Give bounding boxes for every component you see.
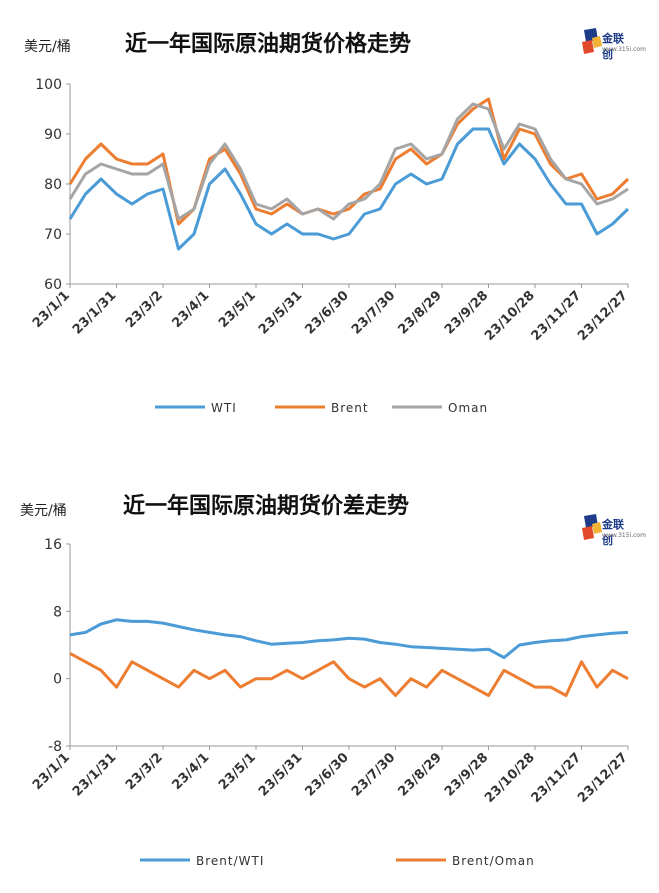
x-tick-label: 23/1/31	[70, 750, 119, 799]
y-tick-label: 80	[44, 177, 62, 193]
x-tick-label: 23/3/2	[123, 750, 166, 793]
y-tick-label: -8	[48, 739, 62, 755]
x-tick-label: 23/4/1	[169, 288, 212, 331]
x-tick-label: 23/8/29	[396, 750, 445, 799]
x-tick-label: 23/12/27	[575, 750, 631, 806]
brand-logo-text: 金联创	[602, 518, 624, 547]
x-tick-label: 23/1/31	[70, 288, 119, 337]
legend-label: Brent/WTI	[196, 854, 264, 868]
spread-chart-unit: 美元/桶	[20, 503, 67, 519]
y-tick-label: 0	[53, 672, 62, 688]
y-tick-label: 70	[44, 227, 62, 243]
legend-label: Brent/Oman	[452, 854, 535, 868]
legend-label: Oman	[448, 401, 488, 415]
y-tick-label: 90	[44, 127, 62, 143]
x-tick-label: 23/10/28	[482, 750, 538, 806]
brand-logo-2: 金联创 www.315i.com	[578, 510, 646, 550]
x-tick-label: 23/5/1	[216, 750, 259, 793]
legend-label: Brent	[331, 401, 369, 415]
series-line-brent-wti	[69, 618, 629, 660]
brand-logo-subtext: www.315i.com	[602, 532, 646, 539]
x-tick-label: 23/6/30	[303, 750, 352, 799]
x-tick-label: 23/11/27	[529, 288, 585, 344]
x-tick-label: 23/1/1	[30, 288, 73, 331]
spread-chart-panel: 美元/桶 近一年国际原油期货价差走势 金联创 www.315i.com -8 0 8…	[0, 470, 659, 893]
x-tick-label: 23/7/30	[349, 288, 398, 337]
price-chart-panel: 美元/桶 近一年国际原油期货价格走势 金联创 www.315i.com 60 70…	[0, 0, 659, 440]
brand-logo-icon	[582, 514, 602, 540]
legend-label: WTI	[211, 401, 237, 415]
x-tick-label: 23/5/31	[256, 750, 305, 799]
y-tick-label: 100	[35, 77, 62, 93]
y-tick-label: 8	[53, 604, 62, 620]
brand-logo: 金联创 www.315i.com	[578, 24, 646, 64]
x-tick-label: 23/10/28	[482, 288, 538, 344]
x-tick-label: 23/7/30	[349, 750, 398, 799]
x-tick-label: 23/5/1	[216, 288, 259, 331]
x-tick-label: 23/4/1	[169, 750, 212, 793]
series-line-brent-oman	[69, 652, 629, 697]
brand-logo-text: 金联创	[602, 32, 624, 61]
series-line-oman	[68, 102, 629, 221]
series-line-wti	[68, 127, 630, 251]
y-tick-label: 16	[44, 537, 62, 553]
x-tick-label: 23/3/2	[123, 288, 166, 331]
x-tick-label: 23/8/29	[396, 288, 445, 337]
spread-chart-title: 近一年国际原油期货价差走势	[123, 494, 410, 519]
x-tick-label: 23/11/27	[529, 750, 585, 806]
x-tick-label: 23/6/30	[303, 288, 352, 337]
y-tick-label: 60	[44, 277, 62, 293]
x-tick-label: 23/1/1	[30, 750, 73, 793]
x-tick-label: 23/12/27	[575, 288, 631, 344]
price-chart-unit: 美元/桶	[24, 39, 71, 55]
brand-logo-icon	[582, 28, 602, 54]
x-tick-label: 23/5/31	[256, 288, 305, 337]
series-line-brent	[68, 97, 630, 226]
brand-logo-subtext: www.315i.com	[602, 46, 646, 53]
price-chart-title: 近一年国际原油期货价格走势	[125, 32, 412, 57]
